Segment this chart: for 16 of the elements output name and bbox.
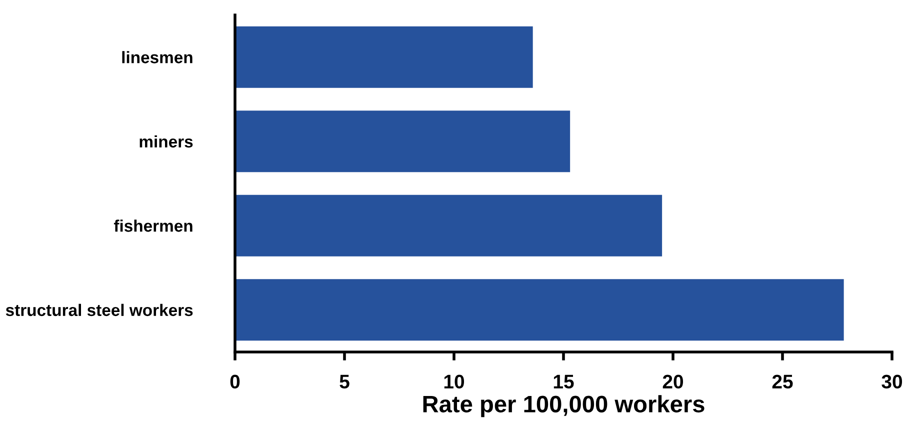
- bar: [235, 26, 533, 88]
- x-tick-label: 15: [554, 374, 574, 389]
- bar: [235, 110, 570, 172]
- bar: [235, 279, 844, 341]
- x-tick-label: 25: [772, 374, 793, 389]
- x-tick-label: 5: [340, 374, 350, 389]
- bar: [235, 194, 662, 256]
- x-tick-label: 20: [662, 374, 684, 389]
- y-tick-label: fishermen: [114, 220, 192, 232]
- x-axis-title: Rate per 100,000 workers: [423, 395, 704, 418]
- x-tick-label: 30: [882, 374, 902, 389]
- y-tick-label: structural steel workers: [6, 304, 193, 316]
- y-tick-label: miners: [140, 135, 193, 148]
- x-tick-label: 0: [230, 374, 240, 389]
- y-tick-label: linesmen: [122, 51, 192, 64]
- x-tick-label: 10: [444, 374, 464, 389]
